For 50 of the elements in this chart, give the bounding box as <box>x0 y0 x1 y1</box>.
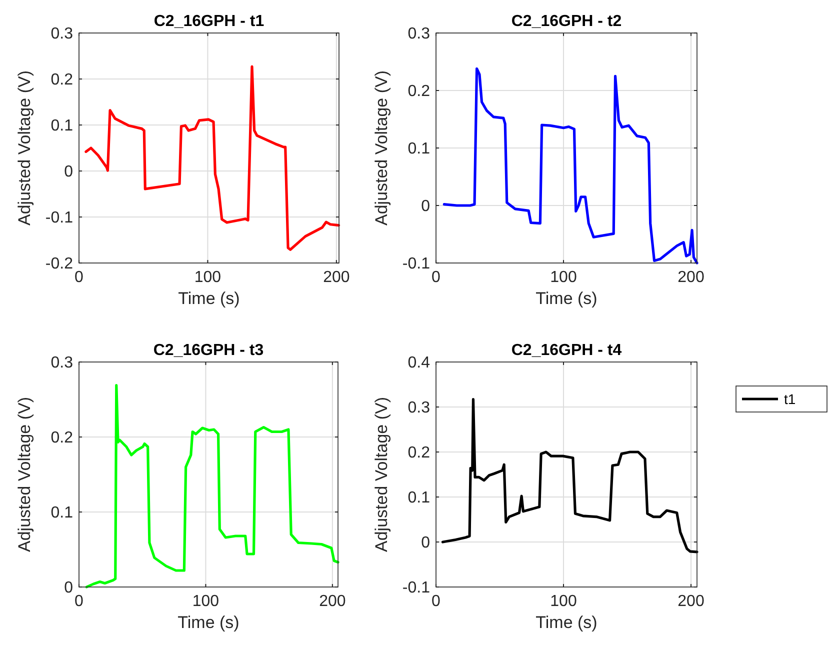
y-tick-label: 0 <box>64 580 74 596</box>
x-axis-title: Time (s) <box>536 289 598 308</box>
x-tick-label: 0 <box>74 593 84 610</box>
y-tick-label: 0 <box>421 198 430 215</box>
x-tick-label: 200 <box>678 269 704 286</box>
y-tick-label: -0.1 <box>45 210 74 226</box>
y-axis-title: Adjusted Voltage (V) <box>15 70 34 226</box>
y-tick-label: 0.1 <box>408 490 430 506</box>
line-series <box>442 67 698 264</box>
x-tick-label: 0 <box>74 269 84 286</box>
y-tick-label: -0.2 <box>45 256 74 272</box>
y-tick-label: 0.1 <box>408 140 430 158</box>
y-tick-label: 0.4 <box>408 354 430 372</box>
line-series <box>441 398 698 554</box>
y-tick-label: 0.3 <box>408 26 430 42</box>
chart-title: C2_16GPH - t1 <box>154 13 264 30</box>
x-tick-label: 100 <box>194 269 222 286</box>
y-tick-label: -0.1 <box>402 256 430 272</box>
chart-title: C2_16GPH - t3 <box>153 342 264 359</box>
y-tick-label: -0.1 <box>402 580 430 596</box>
y-axis-title: Adjusted Voltage (V) <box>15 397 34 552</box>
y-tick-label: 0.2 <box>50 72 74 88</box>
y-tick-label: 0 <box>421 534 430 552</box>
x-tick-label: 200 <box>319 593 346 610</box>
y-tick-label: 0 <box>64 164 74 180</box>
chart-title: C2_16GPH - t2 <box>511 13 622 30</box>
x-tick-label: 0 <box>432 593 441 610</box>
chart-title: C2_16GPH - t4 <box>511 342 622 359</box>
legend-label: t1 <box>784 391 796 407</box>
y-tick-label: 0.2 <box>408 444 430 462</box>
x-tick-label: 200 <box>323 269 350 286</box>
x-tick-label: 100 <box>550 593 577 610</box>
x-tick-label: 0 <box>432 269 441 286</box>
y-tick-label: 0.2 <box>50 430 74 446</box>
y-tick-label: 0.3 <box>50 354 74 372</box>
x-axis-title: Time (s) <box>178 613 240 632</box>
x-axis-title: Time (s) <box>536 613 598 632</box>
line-series <box>85 384 340 588</box>
y-tick-label: 0.3 <box>408 400 430 416</box>
y-tick-label: 0.2 <box>408 83 430 100</box>
line-series <box>84 65 340 251</box>
y-tick-label: 0.1 <box>50 504 74 522</box>
y-tick-label: 0.3 <box>50 26 74 42</box>
y-axis-title: Adjusted Voltage (V) <box>372 70 391 226</box>
x-tick-label: 100 <box>550 269 577 286</box>
x-axis-title: Time (s) <box>178 289 240 308</box>
y-tick-label: 0.1 <box>50 118 74 134</box>
x-tick-label: 200 <box>678 593 704 610</box>
x-tick-label: 100 <box>192 593 220 610</box>
y-axis-title: Adjusted Voltage (V) <box>372 397 391 552</box>
